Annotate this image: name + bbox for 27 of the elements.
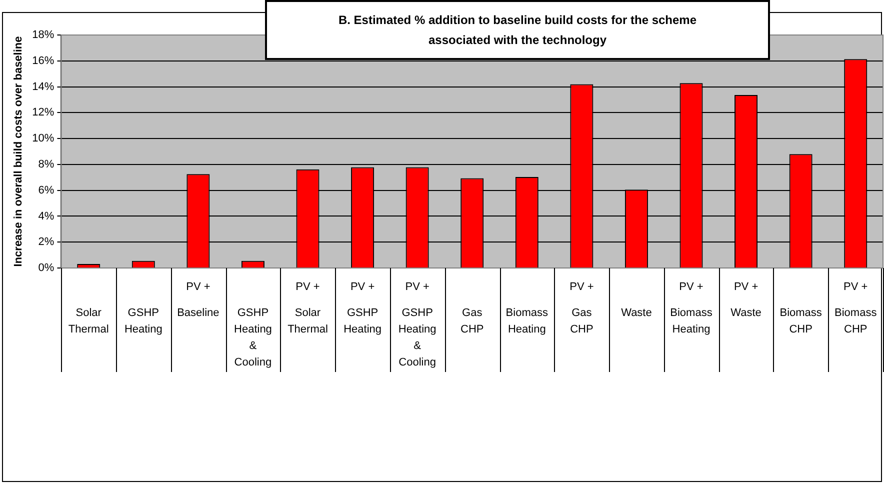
y-tick-label: 16%: [32, 54, 54, 67]
category-label: PV + Baseline: [177, 281, 220, 320]
y-tick-label: 2%: [38, 236, 54, 248]
y-tick-label: 12%: [32, 106, 54, 119]
y-tick-label: 10%: [32, 132, 54, 145]
category-label: PV + Waste: [730, 281, 762, 320]
category-label: PV + GSHP Heating: [344, 281, 382, 336]
category-label: PV + Biomass CHP: [834, 281, 877, 336]
category-label: PV + Biomass Heating: [670, 281, 712, 336]
x-tick-label: GSHP Heating: [124, 307, 162, 336]
y-tick-label: 4%: [38, 210, 54, 222]
y-tick-label: 14%: [32, 80, 54, 93]
x-tick-label: Waste: [621, 307, 652, 320]
x-tick-label: Biomass Heating: [506, 307, 548, 336]
title-box: B. Estimated % addition to baseline build costs for the scheme associated with the technology: [265, 0, 770, 60]
x-tick-label: Solar Thermal: [68, 307, 109, 336]
x-tick-label: GSHP Heating & Cooling: [234, 307, 272, 369]
category-label: PV + Solar Thermal: [288, 281, 328, 336]
x-tick-label: Biomass CHP: [780, 307, 822, 336]
y-axis-title: Increase in overall build costs over baseline: [12, 36, 25, 267]
x-tick-label: Gas CHP: [460, 307, 484, 336]
y-tick-label: 18%: [32, 29, 54, 42]
y-tick-label: 8%: [38, 158, 54, 170]
category-label: PV + Gas CHP: [570, 281, 594, 336]
y-tick-label: 0%: [38, 262, 54, 274]
category-label: PV + GSHP Heating & Cooling: [398, 281, 436, 369]
y-tick-label: 6%: [38, 184, 54, 196]
